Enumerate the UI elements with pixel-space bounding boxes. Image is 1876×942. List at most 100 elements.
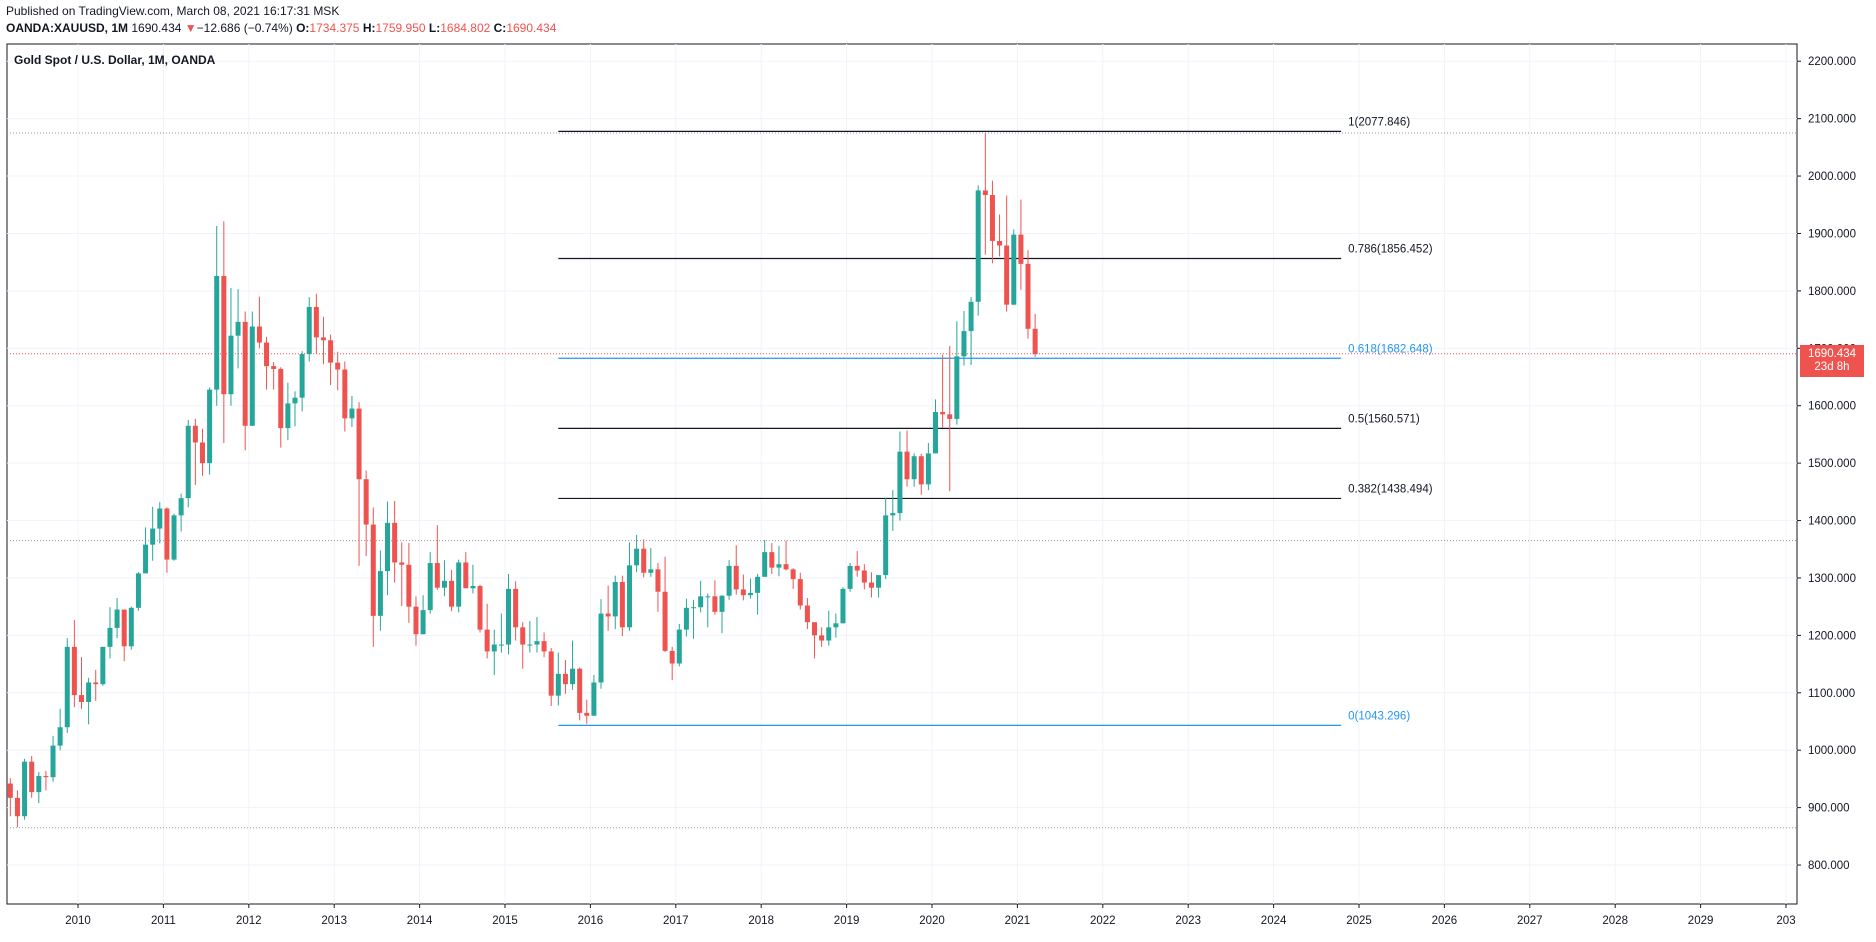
candle-body <box>7 783 13 798</box>
candle-body <box>683 607 689 630</box>
x-tick-label: 2024 <box>1261 915 1287 927</box>
candle-body <box>605 613 611 617</box>
candle-body <box>399 562 405 565</box>
candle-body <box>562 673 568 685</box>
x-tick-label: 2027 <box>1517 915 1543 927</box>
candle-body <box>719 595 725 612</box>
candle-body <box>107 627 113 647</box>
x-tick-label: 2025 <box>1346 915 1372 927</box>
candle-body <box>456 562 462 607</box>
candle-body <box>199 442 205 464</box>
candle-body <box>555 673 561 696</box>
candle-body <box>43 776 49 778</box>
candle-body <box>783 564 789 570</box>
candle-body <box>150 528 156 545</box>
candle-body <box>1032 328 1038 355</box>
candle-body <box>513 588 519 628</box>
candle-body <box>342 369 348 419</box>
candle-body <box>904 451 910 480</box>
x-tick-label: 2021 <box>1005 915 1031 927</box>
candle-body <box>363 479 369 525</box>
x-tick-label: 2022 <box>1090 915 1116 927</box>
candle-body <box>79 695 84 702</box>
candle-body <box>320 337 326 341</box>
candle-body <box>933 412 938 454</box>
x-tick-label: 2013 <box>321 915 347 927</box>
candle-body <box>498 644 504 646</box>
x-tick-label: 2028 <box>1602 915 1628 927</box>
candle-body <box>292 397 298 404</box>
candle-body <box>427 563 433 611</box>
candle-body <box>484 629 490 652</box>
x-tick-label: 2029 <box>1688 915 1714 927</box>
candle-body <box>776 564 782 568</box>
candle-body <box>911 456 917 480</box>
candle-body <box>1025 263 1031 329</box>
candle-body <box>50 745 56 778</box>
candle-body <box>377 571 383 616</box>
candle-body <box>968 301 974 332</box>
y-tick-label: 1100.000 <box>1808 688 1855 700</box>
candle-body <box>797 579 803 606</box>
candle-body <box>306 306 312 355</box>
candle-body <box>876 575 882 588</box>
candle-body <box>135 573 141 608</box>
candle-body <box>128 607 134 647</box>
fib-level-label: 0.5(1560.571) <box>1348 413 1420 425</box>
candle-body <box>740 589 746 596</box>
y-tick-label: 1200.000 <box>1808 630 1856 642</box>
candle-body <box>819 635 825 641</box>
chart-title: Gold Spot / U.S. Dollar, 1M, OANDA <box>14 53 216 67</box>
x-tick-label: 2012 <box>236 915 262 927</box>
candle-body <box>506 588 511 645</box>
candle-body <box>726 565 732 596</box>
candle-body <box>64 646 70 728</box>
low-value: 1684.802 <box>440 21 491 35</box>
close-value: 1690.434 <box>506 21 557 35</box>
candle-body <box>747 592 753 596</box>
candle-body <box>1004 245 1010 305</box>
x-tick-label: 2014 <box>407 915 433 927</box>
candle-body <box>392 522 398 563</box>
candle-body <box>413 606 419 635</box>
ohlc-line: OANDA:XAUUSD, 1M 1690.434 ▼−12.686 (−0.7… <box>6 21 556 35</box>
y-tick-label: 1800.000 <box>1808 286 1856 298</box>
candle-body <box>271 366 277 369</box>
candle-body <box>705 596 711 598</box>
candle-body <box>114 609 120 628</box>
x-tick-label: 2016 <box>578 915 604 927</box>
candle-body <box>847 565 853 589</box>
x-tick-label: 2017 <box>663 915 689 927</box>
candle-body <box>434 563 440 588</box>
candle-body <box>591 682 597 716</box>
candle-body <box>527 644 533 646</box>
candle-body <box>192 425 198 443</box>
candle-body <box>961 331 967 357</box>
candle-body <box>626 565 632 628</box>
candle-body <box>1011 234 1017 305</box>
high-label: H: <box>362 21 376 35</box>
candle-body <box>947 414 953 419</box>
candle-body <box>406 564 412 607</box>
candle-body <box>669 650 675 664</box>
candle-body <box>648 569 654 573</box>
candle-body <box>235 321 241 336</box>
candle-body <box>36 776 42 793</box>
candle-body <box>477 585 483 630</box>
candle-body <box>541 641 547 652</box>
candle-body <box>463 562 469 589</box>
candle-body <box>989 195 995 241</box>
candle-body <box>14 797 20 817</box>
candle-body <box>470 585 476 589</box>
candle-body <box>534 641 540 645</box>
candle-body <box>733 565 739 590</box>
candle-body <box>570 668 576 685</box>
y-tick-label: 2000.000 <box>1808 171 1856 183</box>
candle-body <box>164 508 170 560</box>
candle-body <box>328 340 334 363</box>
candle-body <box>812 622 818 636</box>
candle-body <box>22 761 28 817</box>
candle-body <box>256 326 262 343</box>
bar-countdown: 23d 8h <box>1814 360 1850 373</box>
